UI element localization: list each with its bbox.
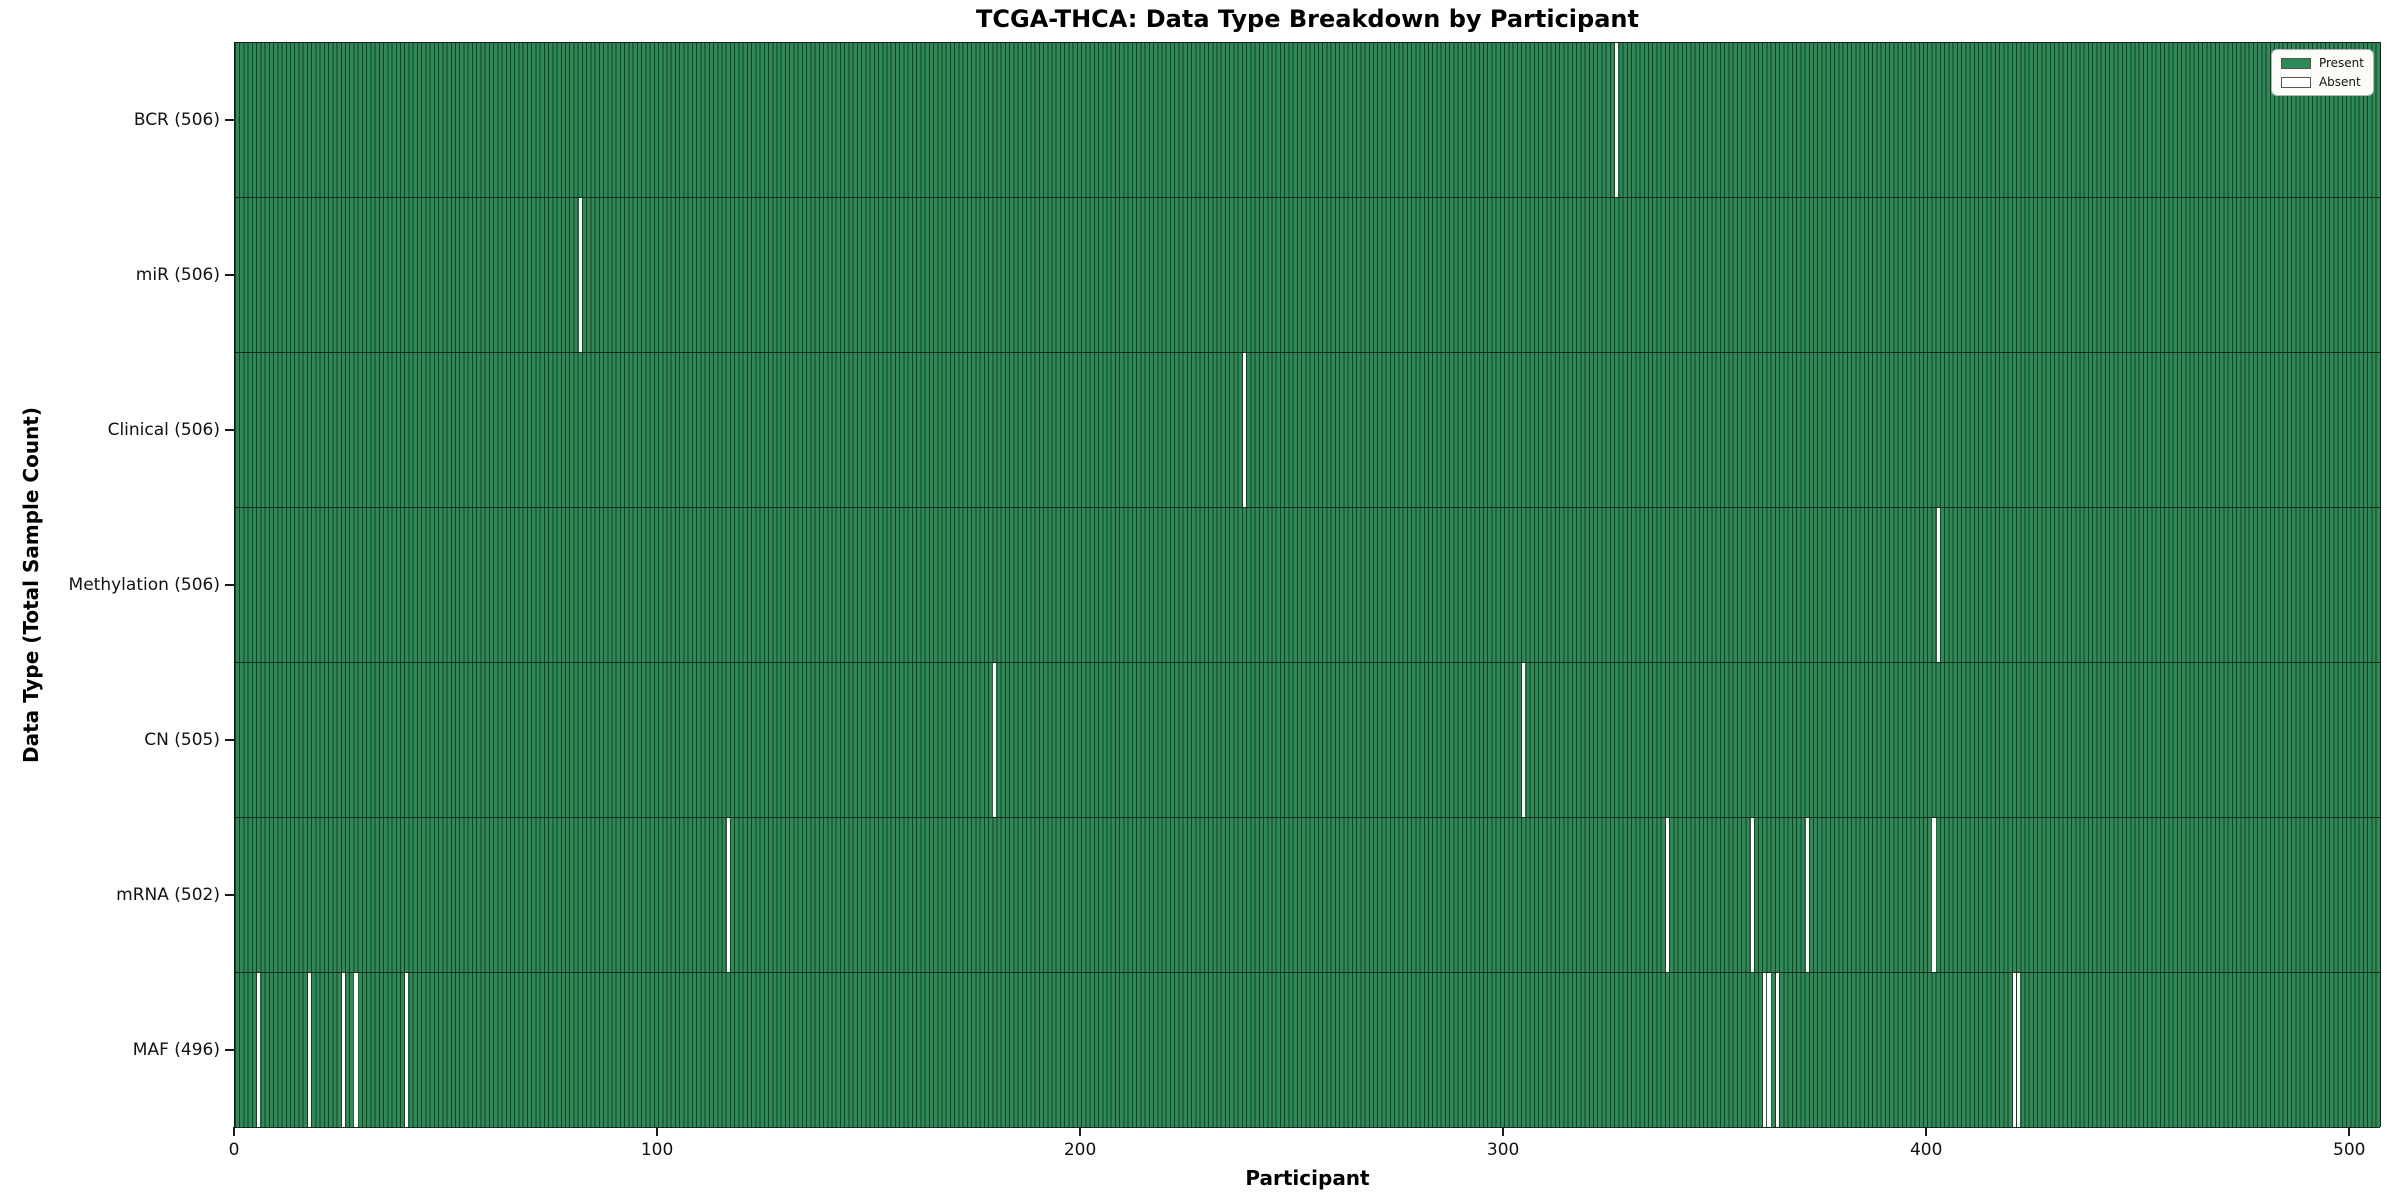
y-tick-label: miR (506): [135, 264, 220, 285]
x-tick-mark: [2348, 1127, 2351, 1136]
y-tick-mark: [225, 738, 234, 741]
data-row-methylation: [235, 508, 2380, 663]
absent-bar: [2017, 973, 2021, 1127]
chart-title: TCGA-THCA: Data Type Breakdown by Partic…: [976, 5, 1639, 33]
y-tick-mark: [225, 1048, 234, 1051]
y-tick-label: Methylation (506): [68, 574, 220, 595]
absent-bar: [307, 973, 312, 1127]
legend-label-absent: Absent: [2318, 75, 2361, 89]
absent-bar: [1805, 818, 1809, 972]
legend-label-present: Present: [2318, 56, 2364, 70]
absent-bar: [726, 818, 730, 972]
x-tick-mark: [1925, 1127, 1928, 1136]
y-tick-mark: [225, 118, 234, 121]
x-tick-label: 500: [2333, 1140, 2366, 1160]
plot-area: Present Absent: [234, 42, 2381, 1128]
y-tick-label: MAF (496): [132, 1039, 220, 1060]
absent-bar: [1767, 973, 1771, 1127]
absent-bar: [2012, 973, 2017, 1127]
absent-bar: [1665, 818, 1670, 972]
legend-swatch-absent-icon: [2280, 76, 2311, 88]
y-tick-label: CN (505): [144, 729, 220, 750]
absent-bar: [1932, 818, 1936, 972]
absent-bar: [1242, 353, 1247, 507]
absent-bar: [1522, 663, 1526, 817]
data-row-maf: [235, 973, 2380, 1128]
x-tick-label: 100: [640, 1140, 674, 1160]
legend: Present Absent: [2270, 49, 2374, 96]
data-row-mir: [235, 198, 2380, 353]
absent-bar: [341, 973, 345, 1127]
x-tick-mark: [656, 1127, 659, 1136]
data-row-clinical: [235, 353, 2380, 508]
y-tick-mark: [225, 273, 234, 276]
x-tick-mark: [233, 1127, 235, 1136]
data-row-mrna: [235, 818, 2380, 973]
absent-bar: [354, 973, 358, 1127]
legend-item-absent: Absent: [2280, 75, 2364, 89]
y-tick-mark: [225, 428, 234, 431]
absent-bar: [405, 973, 409, 1127]
y-tick-label: Clinical (506): [107, 419, 220, 440]
absent-bar: [1615, 43, 1619, 197]
y-tick-label: mRNA (502): [116, 884, 220, 905]
absent-bar: [993, 663, 997, 817]
y-tick-label: BCR (506): [133, 109, 220, 130]
x-tick-mark: [1079, 1127, 1082, 1136]
x-tick-label: 200: [1063, 1140, 1097, 1160]
legend-swatch-present-icon: [2280, 57, 2311, 69]
y-tick-mark: [225, 893, 234, 896]
legend-item-present: Present: [2280, 56, 2364, 70]
absent-bar: [578, 198, 582, 352]
data-row-bcr: [235, 43, 2380, 198]
absent-bar: [1750, 818, 1754, 972]
x-tick-label: 300: [1486, 1140, 1520, 1160]
absent-bar: [1936, 508, 1940, 662]
x-tick-label: 0: [228, 1140, 240, 1160]
data-row-cn: [235, 663, 2380, 818]
x-tick-label: 400: [1909, 1140, 1943, 1160]
x-axis-label: Participant: [1245, 1166, 1370, 1190]
absent-bar: [1775, 973, 1780, 1127]
x-tick-mark: [1502, 1127, 1505, 1136]
absent-bar: [257, 973, 261, 1127]
y-tick-mark: [225, 583, 234, 586]
absent-bar: [1763, 973, 1767, 1127]
